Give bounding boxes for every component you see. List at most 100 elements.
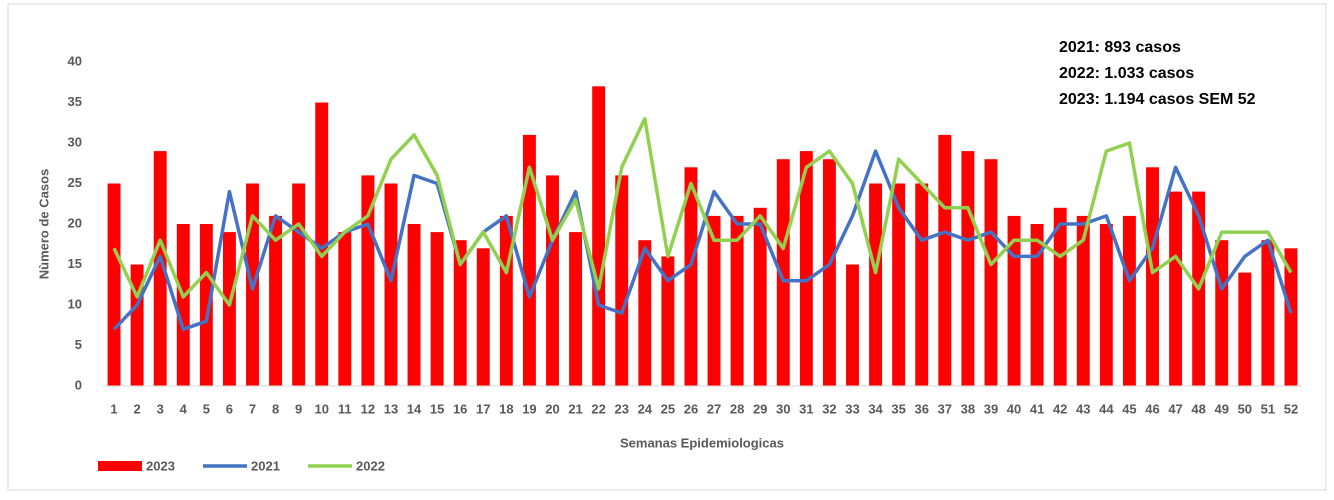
annotation: 2021: 893 casos [1059,39,1181,56]
y-tick-label: 35 [68,94,82,109]
bar [984,159,998,386]
y-tick-label: 25 [68,175,82,190]
x-tick-label: 42 [1053,401,1067,416]
x-tick-label: 35 [891,401,905,416]
x-tick-label: 16 [453,401,467,416]
bar [453,240,467,386]
bar [476,248,490,386]
bar [269,215,283,386]
bar [1007,215,1021,386]
x-tick-label: 30 [776,401,790,416]
bar [615,175,629,386]
x-tick-label: 13 [384,401,398,416]
x-tick-label: 29 [753,401,767,416]
bar [1030,224,1044,386]
x-tick-label: 22 [591,401,605,416]
x-tick-label: 25 [661,401,675,416]
x-tick-label: 10 [314,401,328,416]
y-tick-label: 30 [68,134,82,149]
x-tick-label: 33 [845,401,859,416]
x-tick-label: 1 [110,401,117,416]
bar [638,240,652,386]
x-tick-label: 46 [1145,401,1159,416]
legend-label: 2023 [146,458,175,473]
legend-swatch [98,461,142,471]
x-tick-label: 5 [203,401,210,416]
x-tick-label: 17 [476,401,490,416]
x-tick-label: 21 [568,401,582,416]
x-tick-label: 47 [1168,401,1182,416]
x-tick-label: 15 [430,401,444,416]
bar [407,224,421,386]
bar [546,175,559,386]
x-tick-label: 28 [730,401,744,416]
x-tick-label: 18 [499,401,513,416]
x-axis-label: Semanas Epidemiologicas [620,435,784,450]
x-tick-label: 51 [1261,401,1275,416]
bar [199,224,213,386]
bar [938,134,952,386]
x-tick-label: 27 [707,401,721,416]
x-tick-label: 50 [1238,401,1252,416]
legend-label: 2022 [356,458,385,473]
bar [176,224,190,386]
line [112,116,1293,307]
x-tick-label: 24 [638,401,653,416]
bar [776,159,790,386]
x-tick-label: 19 [522,401,536,416]
x-tick-label: 3 [157,401,164,416]
x-tick-label: 38 [961,401,975,416]
x-tick-label: 32 [822,401,836,416]
x-tick-label: 14 [407,401,422,416]
x-tick-label: 26 [684,401,698,416]
x-tick-label: 40 [1007,401,1021,416]
bar [707,215,721,386]
x-tick-label: 41 [1030,401,1044,416]
bar [892,183,906,386]
x-tick-label: 8 [272,401,279,416]
bar [315,102,329,386]
bar [592,86,606,387]
bar [522,134,536,386]
bar [569,232,583,386]
bar [1122,215,1136,386]
x-tick-label: 44 [1099,401,1114,416]
bar [730,215,744,386]
y-tick-label: 5 [75,337,82,352]
bar [1076,215,1090,386]
bar [1053,207,1067,386]
bar [1261,240,1275,386]
x-tick-label: 31 [799,401,813,416]
bar [499,215,513,386]
bar [915,183,929,386]
bar [846,264,859,386]
x-tick-label: 6 [226,401,233,416]
x-tick-label: 11 [338,401,352,416]
y-axis-label: Nùmero de Casos [36,169,51,280]
bar [292,183,306,386]
x-tick-label: 49 [1214,401,1228,416]
x-tick-label: 12 [361,401,375,416]
legend-label: 2021 [251,458,280,473]
y-tick-label: 20 [68,215,82,230]
bar [107,183,121,386]
bar [822,159,836,386]
bar [384,183,398,386]
bar [430,232,444,386]
bar [1238,272,1252,386]
bar [338,232,352,386]
x-tick-label: 4 [180,401,188,416]
x-tick-label: 52 [1284,401,1298,416]
x-tick-label: 20 [545,401,559,416]
bar [1146,167,1159,386]
x-tick-label: 36 [914,401,928,416]
y-tick-label: 0 [75,377,82,392]
x-tick-label: 37 [938,401,952,416]
x-tick-label: 34 [868,401,883,416]
x-tick-label: 45 [1122,401,1136,416]
bar [153,151,167,386]
bar [869,183,883,386]
x-tick-label: 43 [1076,401,1090,416]
bar [1215,240,1229,386]
